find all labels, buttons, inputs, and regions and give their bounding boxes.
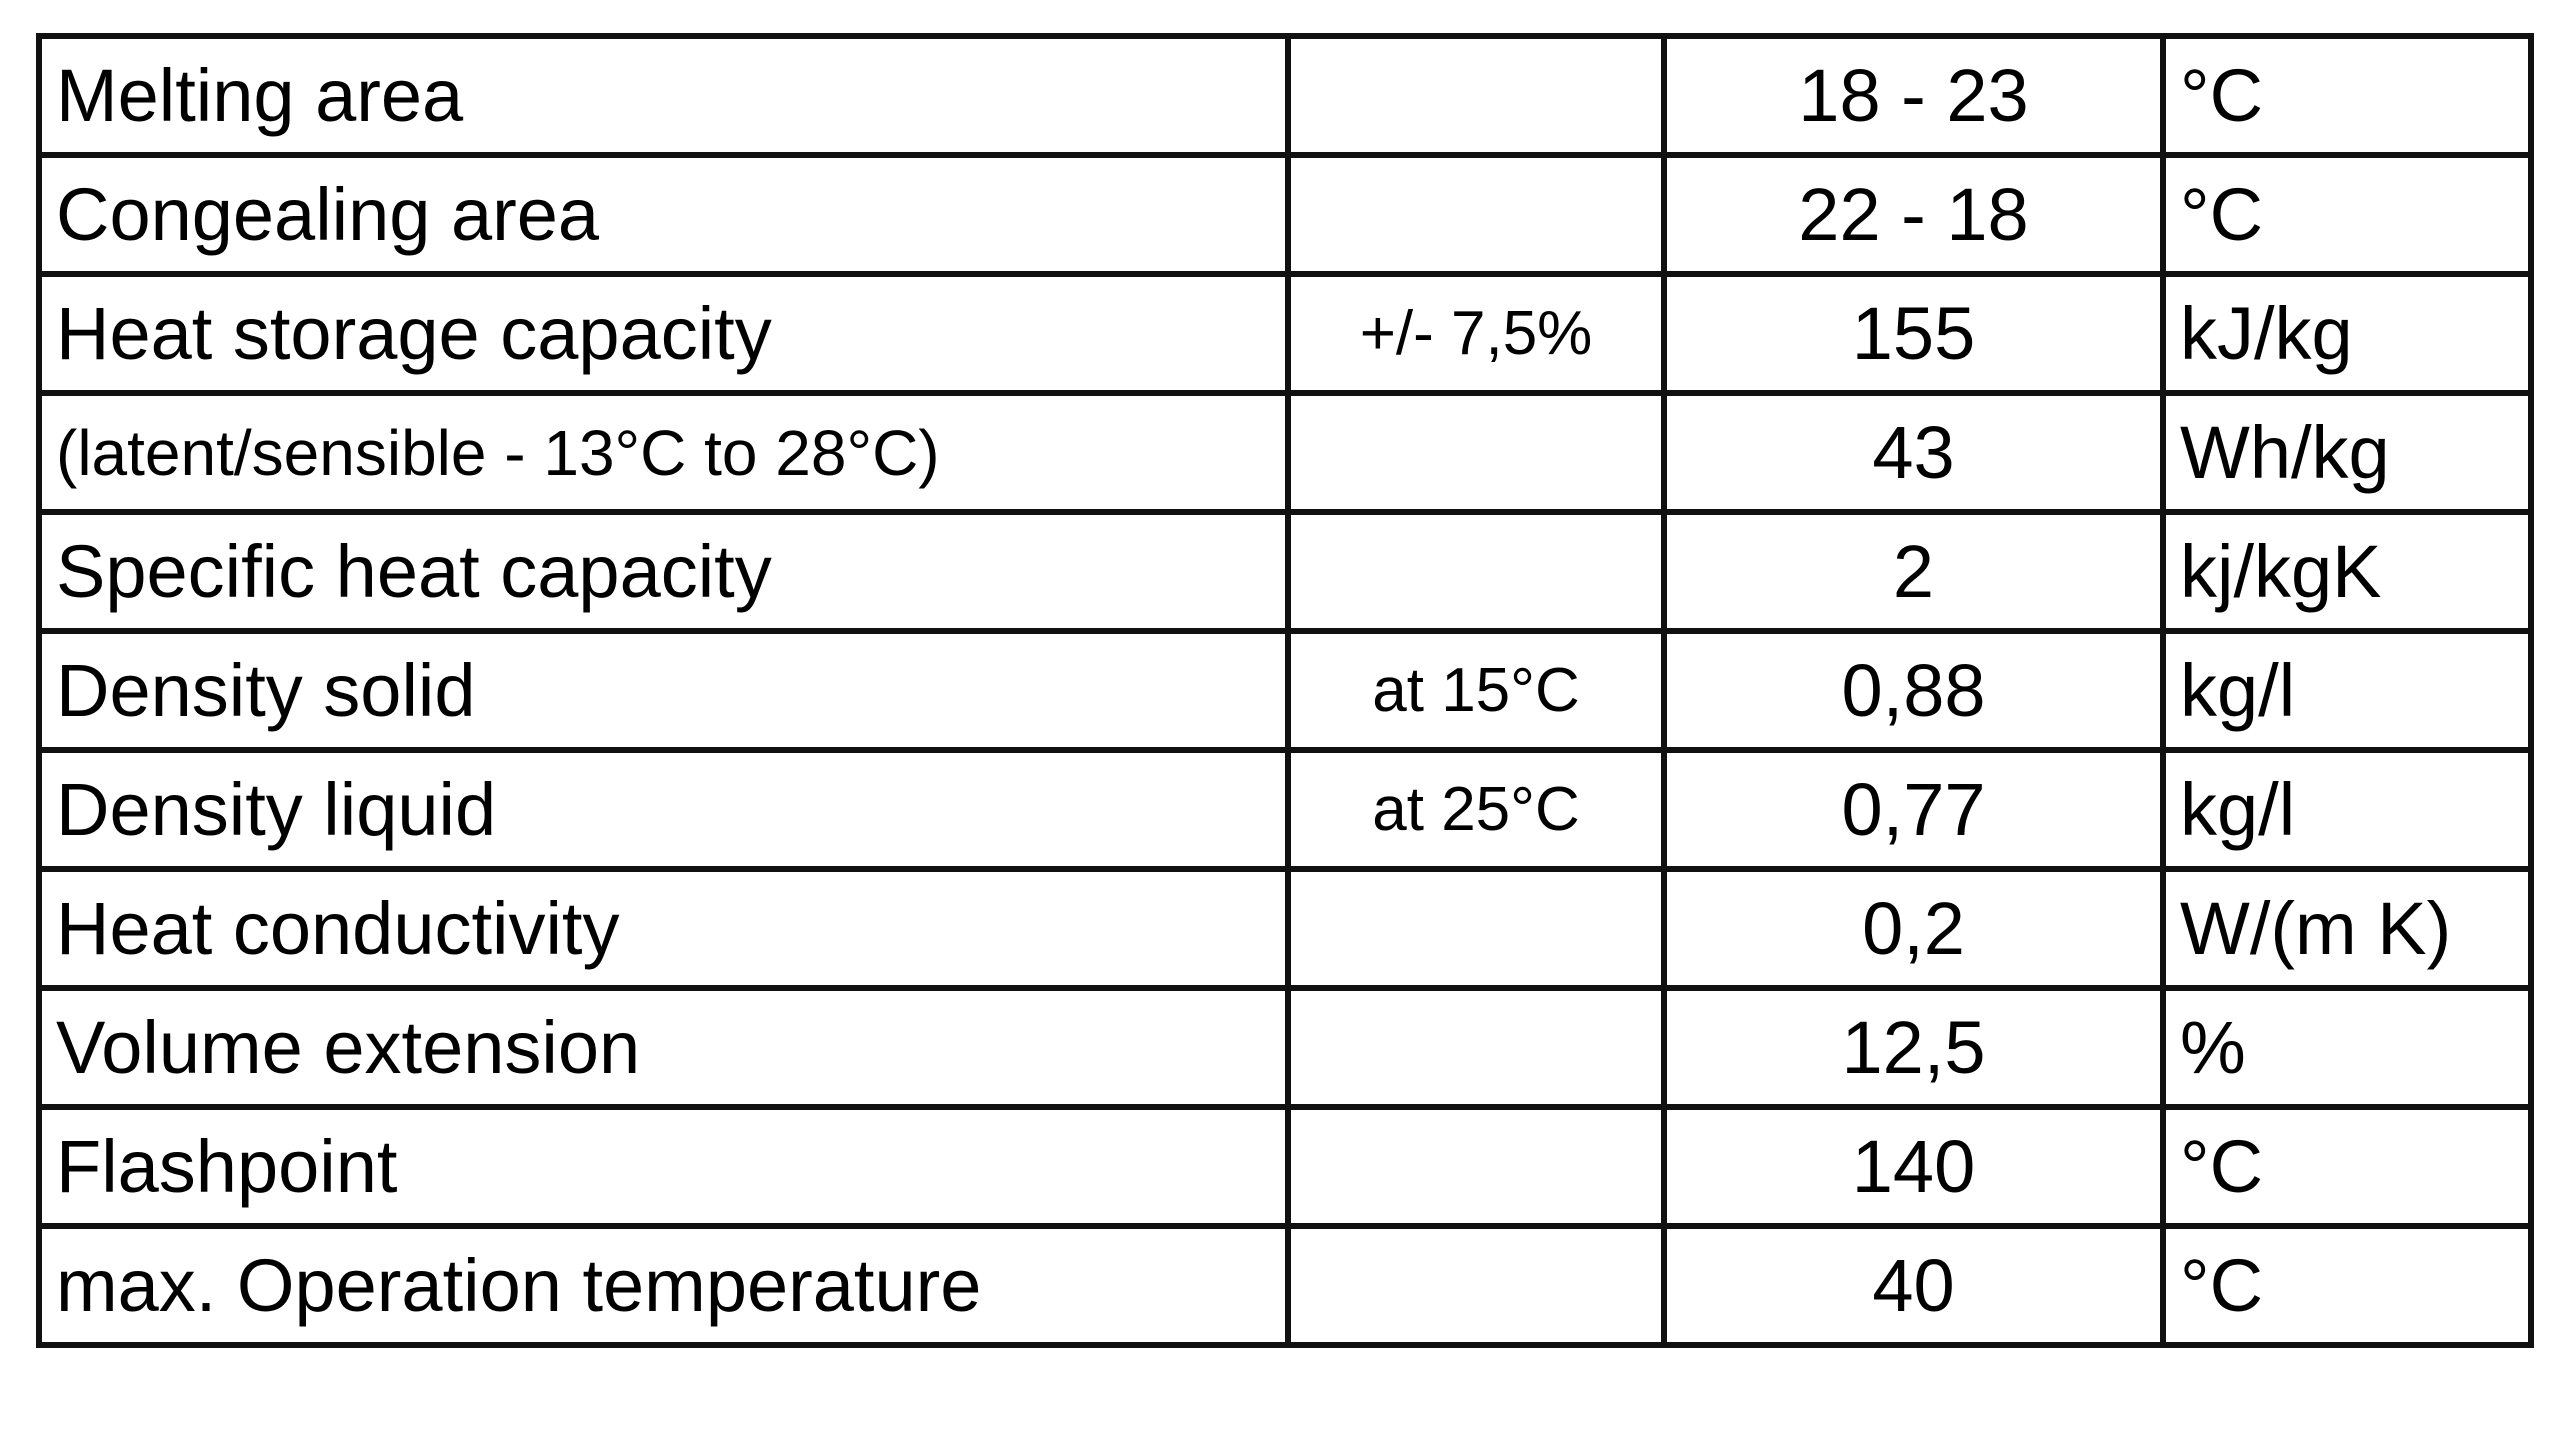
table-row: Heat storage capacity +/- 7,5% 155 kJ/kg (36, 271, 2534, 396)
unit-cell: % (2160, 985, 2534, 1110)
property-cell: Flashpoint (36, 1104, 1291, 1229)
value-cell: 22 - 18 (1661, 152, 2166, 277)
value-cell: 0,2 (1661, 866, 2166, 991)
value-cell: 140 (1661, 1104, 2166, 1229)
value-cell: 0,88 (1661, 628, 2166, 753)
note-cell (1285, 152, 1667, 277)
note-cell (1285, 1104, 1667, 1229)
unit-cell: W/(m K) (2160, 866, 2534, 991)
unit-cell: kg/l (2160, 747, 2534, 872)
property-cell: Melting area (36, 33, 1291, 158)
table-row: Specific heat capacity 2 kj/kgK (36, 509, 2534, 634)
table-row: Density solid at 15°C 0,88 kg/l (36, 628, 2534, 753)
table-row: Flashpoint 140 °C (36, 1104, 2534, 1229)
unit-cell: kJ/kg (2160, 271, 2534, 396)
property-cell: Density solid (36, 628, 1291, 753)
unit-cell: °C (2160, 1223, 2534, 1348)
property-cell: Specific heat capacity (36, 509, 1291, 634)
value-cell: 155 (1661, 271, 2166, 396)
note-cell: at 25°C (1285, 747, 1667, 872)
unit-cell: °C (2160, 152, 2534, 277)
note-cell (1285, 1223, 1667, 1348)
note-cell: +/- 7,5% (1285, 271, 1667, 396)
unit-cell: °C (2160, 1104, 2534, 1229)
value-cell: 0,77 (1661, 747, 2166, 872)
properties-table: Melting area 18 - 23 °C Congealing area 22 -… (36, 33, 2534, 1348)
table-row: max. Operation temperature 40 °C (36, 1223, 2534, 1348)
table-row: Density liquid at 25°C 0,77 kg/l (36, 747, 2534, 872)
value-cell: 2 (1661, 509, 2166, 634)
note-cell (1285, 33, 1667, 158)
table-body: Melting area 18 - 23 °C Congealing area 22 -… (36, 33, 2534, 1348)
property-cell: max. Operation temperature (36, 1223, 1291, 1348)
note-cell (1285, 509, 1667, 634)
note-cell: at 15°C (1285, 628, 1667, 753)
property-cell: (latent/sensible - 13°C to 28°C) (36, 390, 1291, 515)
unit-cell: Wh/kg (2160, 390, 2534, 515)
note-cell (1285, 985, 1667, 1110)
table-row: Melting area 18 - 23 °C (36, 33, 2534, 158)
table-row: Volume extension 12,5% (36, 985, 2534, 1110)
property-cell: Density liquid (36, 747, 1291, 872)
note-cell (1285, 866, 1667, 991)
value-cell: 18 - 23 (1661, 33, 2166, 158)
property-cell: Heat conductivity (36, 866, 1291, 991)
value-cell: 43 (1661, 390, 2166, 515)
table-row: (latent/sensible - 13°C to 28°C) 43 Wh/kg (36, 390, 2534, 515)
unit-cell: kg/l (2160, 628, 2534, 753)
unit-cell: °C (2160, 33, 2534, 158)
table-row: Heat conductivity 0,2 W/(m K) (36, 866, 2534, 991)
value-cell: 12,5 (1661, 985, 2166, 1110)
unit-cell: kj/kgK (2160, 509, 2534, 634)
property-cell: Congealing area (36, 152, 1291, 277)
table-row: Congealing area 22 - 18 °C (36, 152, 2534, 277)
property-cell: Heat storage capacity (36, 271, 1291, 396)
value-cell: 40 (1661, 1223, 2166, 1348)
note-cell (1285, 390, 1667, 515)
property-cell: Volume extension (36, 985, 1291, 1110)
